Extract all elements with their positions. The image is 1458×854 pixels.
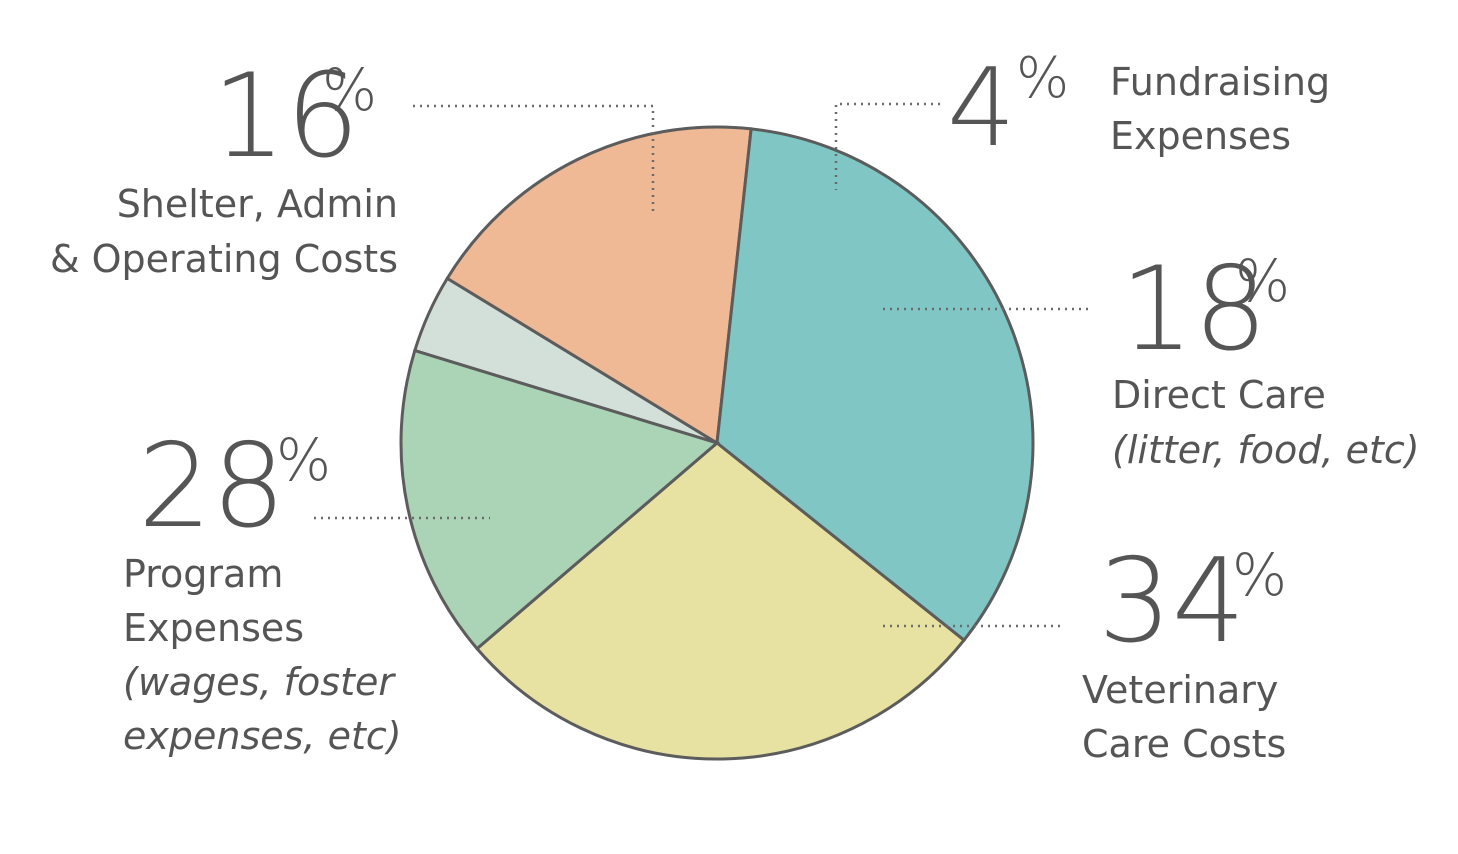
pie-slice-direct — [445, 125, 753, 446]
label-group-program: 28% Program Expenses (wages, foster expenses… — [123, 419, 402, 758]
label-group-shelter: 16% Shelter, Admin & Operating Costs — [50, 49, 398, 281]
slice-labels: 4% Fundraising Expenses 18% Direct Care (litt… — [50, 46, 1420, 766]
label-group-fundraising: 4% Fundraising Expenses — [947, 46, 1330, 171]
category-label-direct-0: Direct Care — [1112, 373, 1326, 417]
percent-value-program: 28 — [138, 419, 286, 554]
percent-value-shelter: 16 — [212, 49, 360, 184]
leader-line-fundraising — [834, 102, 940, 190]
percent-sign-fundraising: % — [1016, 46, 1069, 111]
label-group-vet: 34% Veterinary Care Costs — [1082, 534, 1287, 766]
label-group-direct: 18% Direct Care (litter, food, etc) — [1112, 242, 1420, 472]
pie-slices — [399, 125, 1035, 761]
percent-value-fundraising: 4 — [947, 46, 1016, 171]
pie-slice-program — [474, 441, 967, 761]
category-note-program-1: expenses, etc) — [123, 714, 402, 758]
leader-line-shelter — [413, 104, 655, 213]
leader-lines — [314, 102, 1093, 628]
percent-value-direct: 18 — [1120, 242, 1268, 377]
category-label-vet-1: Care Costs — [1082, 722, 1286, 766]
pie-slice-vet — [715, 127, 1035, 643]
category-note-program-0: (wages, foster — [123, 660, 396, 704]
category-label-program-1: Expenses — [123, 606, 304, 650]
category-label-shelter-0: Shelter, Admin — [117, 182, 398, 226]
percent-sign-program: % — [276, 426, 331, 494]
percent-sign-vet: % — [1232, 541, 1287, 609]
percent-sign-direct: % — [1235, 247, 1290, 315]
category-label-fundraising-1: Expenses — [1110, 114, 1291, 158]
category-note-direct-0: (litter, food, etc) — [1112, 428, 1420, 472]
category-label-vet-0: Veterinary — [1082, 668, 1278, 712]
percent-sign-shelter: % — [322, 56, 377, 124]
category-label-shelter-1: & Operating Costs — [50, 237, 398, 281]
category-label-fundraising-0: Fundraising — [1110, 60, 1330, 104]
category-label-program-0: Program — [123, 552, 283, 596]
pie-slice-shelter — [399, 348, 721, 651]
percent-value-vet: 34 — [1098, 534, 1246, 669]
